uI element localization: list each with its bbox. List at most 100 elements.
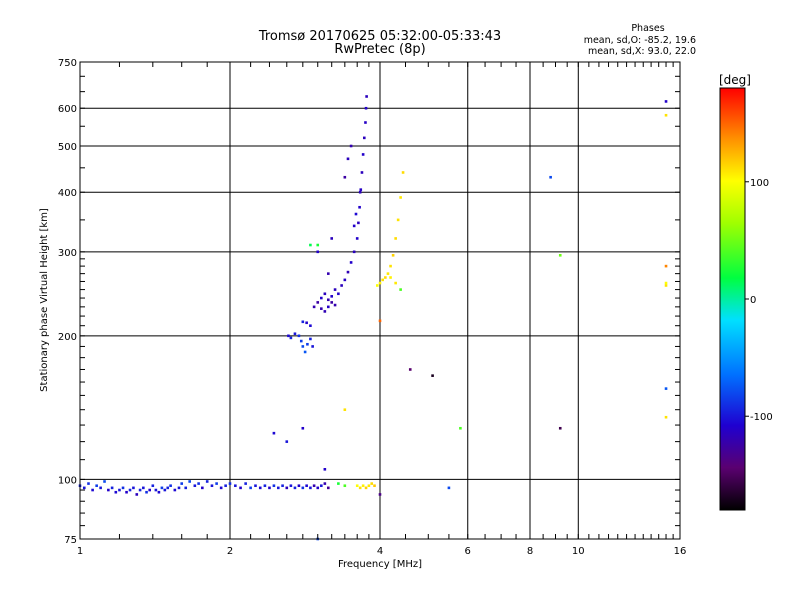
data-point bbox=[391, 253, 395, 257]
data-point bbox=[309, 486, 312, 490]
data-point bbox=[362, 136, 366, 140]
data-point bbox=[333, 288, 337, 291]
data-point bbox=[197, 482, 200, 485]
data-point bbox=[128, 488, 132, 492]
data-point bbox=[135, 493, 139, 496]
data-point bbox=[323, 482, 327, 485]
data-point bbox=[323, 467, 327, 471]
data-point bbox=[330, 301, 334, 304]
data-point bbox=[352, 250, 356, 254]
data-point bbox=[309, 243, 312, 247]
data-point bbox=[316, 250, 320, 254]
data-point bbox=[297, 334, 301, 338]
data-point bbox=[365, 95, 368, 98]
y-axis-label: Stationary phase Virtual Height [km] bbox=[39, 208, 50, 392]
data-point bbox=[355, 484, 359, 488]
data-point bbox=[373, 484, 376, 488]
data-point bbox=[361, 484, 365, 488]
data-point bbox=[293, 332, 297, 336]
data-point bbox=[323, 310, 327, 313]
data-point bbox=[359, 188, 363, 191]
axes: 1 2 4 6 8 10 16 75 100 200 300 400 500 600 750 bbox=[58, 58, 686, 557]
y-tick-label: 750 bbox=[58, 58, 77, 69]
data-point bbox=[354, 212, 358, 216]
data-point bbox=[151, 484, 155, 488]
data-point bbox=[163, 488, 167, 492]
data-point bbox=[311, 345, 314, 348]
data-point bbox=[99, 486, 102, 490]
x-tick-label: 8 bbox=[527, 546, 533, 557]
data-point bbox=[327, 298, 330, 302]
data-point bbox=[215, 482, 218, 485]
data-point bbox=[349, 261, 353, 264]
data-point bbox=[287, 334, 290, 338]
data-point bbox=[289, 484, 293, 488]
data-point bbox=[408, 368, 412, 371]
data-point bbox=[157, 490, 161, 494]
data-point bbox=[323, 292, 327, 296]
data-point bbox=[301, 320, 305, 324]
data-point bbox=[375, 284, 379, 287]
data-points bbox=[78, 95, 668, 541]
data-point bbox=[327, 305, 330, 309]
data-point bbox=[244, 482, 247, 485]
data-point bbox=[142, 486, 145, 490]
data-point bbox=[367, 484, 371, 488]
data-point bbox=[358, 205, 361, 209]
data-point bbox=[82, 486, 86, 490]
data-point bbox=[193, 484, 197, 488]
data-point bbox=[386, 272, 390, 275]
data-point bbox=[166, 486, 170, 490]
data-point bbox=[358, 486, 362, 490]
data-point bbox=[173, 488, 177, 492]
data-point bbox=[327, 272, 330, 275]
data-point bbox=[268, 486, 271, 490]
data-point bbox=[201, 486, 204, 490]
data-point bbox=[396, 218, 400, 222]
data-point bbox=[160, 486, 164, 490]
data-point bbox=[558, 253, 562, 257]
data-point bbox=[154, 488, 158, 492]
chart-title: Tromsø 20170625 05:32:00-05:33:43 bbox=[258, 29, 501, 44]
title-block: Tromsø 20170625 05:32:00-05:33:43 RwPret… bbox=[258, 29, 501, 57]
data-point bbox=[301, 486, 305, 490]
data-point bbox=[320, 307, 323, 310]
data-point bbox=[399, 196, 402, 199]
stats-line-o: mean, sd,O: -85.2, 19.6 bbox=[584, 35, 696, 46]
data-point bbox=[285, 440, 289, 443]
data-point bbox=[239, 486, 242, 490]
data-point bbox=[664, 281, 668, 285]
data-point bbox=[346, 270, 350, 274]
data-point bbox=[394, 281, 397, 285]
data-point bbox=[205, 480, 209, 483]
y-tick-label: 400 bbox=[58, 188, 77, 199]
data-point bbox=[254, 484, 257, 488]
x-tick-label: 16 bbox=[674, 546, 687, 557]
data-point bbox=[95, 484, 98, 488]
colorbar-ticks: 100 0 -100 bbox=[745, 178, 773, 423]
data-point bbox=[303, 350, 307, 354]
data-point bbox=[228, 482, 232, 485]
data-point bbox=[316, 243, 320, 247]
y-tick-label: 300 bbox=[58, 248, 77, 259]
data-point bbox=[103, 480, 106, 483]
data-point bbox=[378, 281, 382, 285]
stats-heading: Phases bbox=[631, 23, 664, 34]
data-point bbox=[281, 484, 284, 488]
data-point bbox=[110, 486, 114, 490]
y-tick-label: 600 bbox=[58, 104, 77, 115]
data-point bbox=[309, 324, 312, 328]
data-point bbox=[364, 106, 368, 110]
data-point bbox=[169, 484, 172, 488]
y-tick-label: 200 bbox=[58, 332, 77, 343]
data-point bbox=[249, 486, 252, 490]
data-point bbox=[558, 426, 562, 430]
colorbar: [deg] 100 0 -100 bbox=[719, 73, 773, 511]
phase-stats: Phases mean, sd,O: -85.2, 19.6 mean, sd,… bbox=[584, 23, 696, 57]
data-point bbox=[355, 237, 359, 240]
colorbar-tick-label: 100 bbox=[750, 178, 769, 189]
data-point bbox=[272, 484, 276, 488]
x-tick-label: 2 bbox=[227, 546, 233, 557]
data-point bbox=[293, 486, 297, 490]
data-point bbox=[285, 486, 289, 490]
